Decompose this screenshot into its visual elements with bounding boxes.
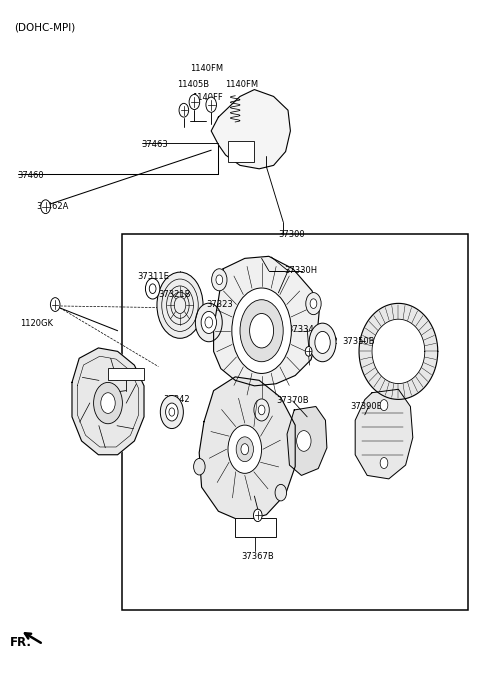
Circle shape bbox=[250, 313, 274, 348]
Circle shape bbox=[232, 288, 291, 373]
Text: 37390B: 37390B bbox=[350, 402, 383, 411]
Circle shape bbox=[189, 94, 200, 110]
Bar bbox=[108, 368, 144, 380]
Polygon shape bbox=[214, 256, 319, 386]
Polygon shape bbox=[355, 389, 413, 479]
Text: 11405B: 11405B bbox=[177, 79, 209, 89]
Text: 1120GK: 1120GK bbox=[20, 319, 53, 329]
Text: 1140FM: 1140FM bbox=[190, 64, 223, 74]
Circle shape bbox=[310, 299, 317, 309]
Circle shape bbox=[254, 399, 269, 421]
Circle shape bbox=[236, 437, 253, 462]
Text: 37340: 37340 bbox=[112, 369, 139, 379]
Circle shape bbox=[149, 284, 156, 294]
Text: 37350B: 37350B bbox=[342, 336, 375, 346]
Circle shape bbox=[253, 509, 262, 522]
Circle shape bbox=[241, 444, 249, 455]
Circle shape bbox=[145, 278, 160, 299]
Text: 37367B: 37367B bbox=[241, 552, 274, 562]
Circle shape bbox=[169, 408, 175, 416]
Circle shape bbox=[101, 393, 115, 413]
Circle shape bbox=[201, 311, 216, 333]
Text: 37370B: 37370B bbox=[276, 396, 309, 406]
Text: 37332: 37332 bbox=[312, 336, 338, 346]
Bar bbox=[235, 518, 276, 537]
Polygon shape bbox=[199, 377, 295, 522]
Circle shape bbox=[297, 431, 311, 451]
Circle shape bbox=[166, 403, 178, 421]
Circle shape bbox=[193, 458, 205, 475]
Text: 37323: 37323 bbox=[206, 300, 233, 309]
Text: 37330H: 37330H bbox=[284, 266, 317, 276]
Circle shape bbox=[157, 272, 203, 338]
Text: 37463: 37463 bbox=[142, 140, 168, 150]
Circle shape bbox=[205, 317, 213, 328]
Text: 37338C: 37338C bbox=[244, 523, 276, 533]
Circle shape bbox=[160, 395, 183, 429]
Bar bbox=[122, 234, 468, 610]
Circle shape bbox=[309, 323, 336, 362]
Text: 37460: 37460 bbox=[17, 171, 43, 181]
Polygon shape bbox=[359, 303, 438, 400]
Circle shape bbox=[380, 400, 388, 411]
Text: 37311E: 37311E bbox=[137, 272, 168, 282]
Text: 37300: 37300 bbox=[278, 229, 305, 239]
Circle shape bbox=[206, 97, 216, 112]
Circle shape bbox=[240, 300, 283, 362]
Circle shape bbox=[275, 484, 287, 501]
Circle shape bbox=[179, 103, 189, 117]
Circle shape bbox=[380, 457, 388, 469]
Text: 37342: 37342 bbox=[163, 395, 190, 404]
Circle shape bbox=[41, 200, 50, 214]
Polygon shape bbox=[211, 90, 290, 169]
Text: 1140FF: 1140FF bbox=[192, 93, 223, 103]
Text: 37321B: 37321B bbox=[158, 290, 191, 300]
Circle shape bbox=[216, 275, 223, 285]
Text: 37462A: 37462A bbox=[36, 202, 68, 212]
Circle shape bbox=[195, 303, 222, 342]
Polygon shape bbox=[72, 348, 144, 455]
Circle shape bbox=[305, 347, 312, 356]
Circle shape bbox=[315, 331, 330, 353]
Circle shape bbox=[50, 298, 60, 311]
Text: FR.: FR. bbox=[10, 636, 32, 648]
Circle shape bbox=[94, 382, 122, 424]
Circle shape bbox=[228, 425, 262, 473]
Text: (DOHC-MPI): (DOHC-MPI) bbox=[14, 23, 76, 32]
Bar bbox=[228, 141, 254, 162]
Circle shape bbox=[212, 269, 227, 291]
Circle shape bbox=[258, 405, 265, 415]
Circle shape bbox=[306, 293, 321, 315]
Text: 37334: 37334 bbox=[287, 325, 314, 334]
Polygon shape bbox=[372, 319, 425, 384]
Polygon shape bbox=[287, 407, 327, 475]
Text: 1140FM: 1140FM bbox=[225, 79, 258, 89]
